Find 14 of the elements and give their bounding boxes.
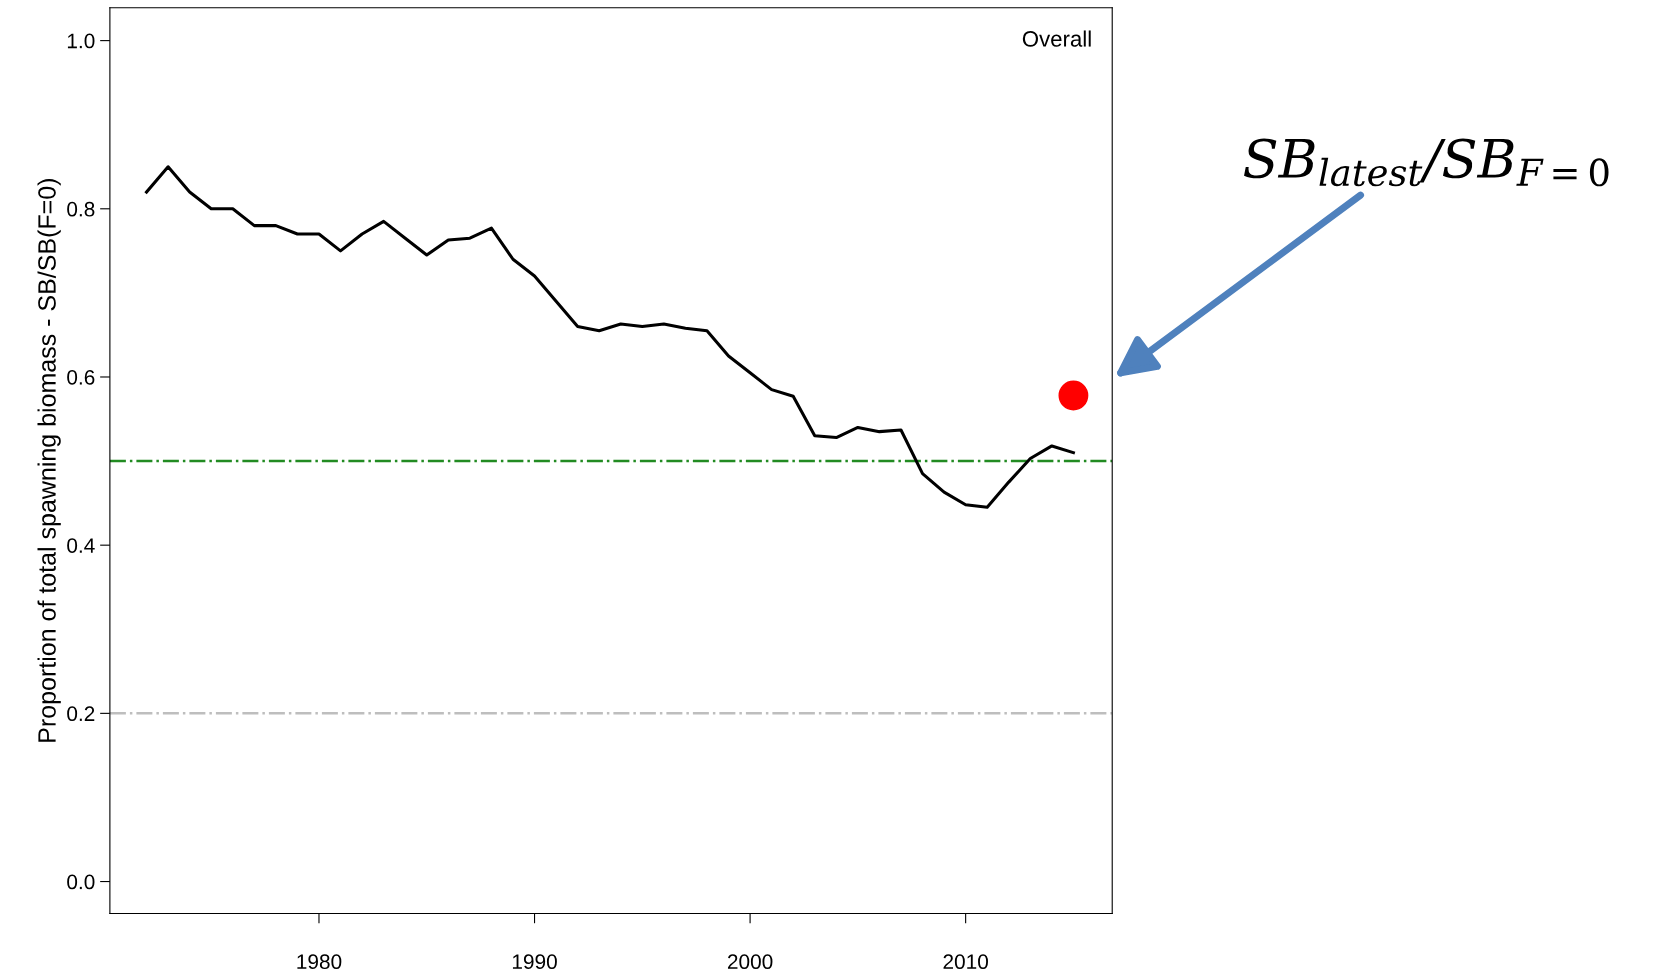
- y-tick-label: 1.0: [67, 33, 95, 49]
- y-axis-title: Proportion of total spawning biomass - SB/SB(F=0): [37, 179, 61, 742]
- y-tick-label: 0.6: [67, 369, 95, 385]
- y-tick-label: 0.2: [67, 706, 95, 722]
- y-tick-label: 0.0: [67, 874, 95, 890]
- text: SB$_{latest}$/SB$_{F=0}$: [1244, 138, 1609, 187]
- x-tick-label: 1980: [297, 954, 342, 970]
- x-tick-label: 1990: [512, 954, 557, 970]
- x-tick-label: 2010: [943, 954, 988, 970]
- y-tick-label: 0.8: [67, 201, 95, 217]
- y-tick-label: 0.4: [67, 538, 95, 553]
- x-tick-label: 2000: [727, 954, 773, 970]
- annotation: Overall: [1022, 30, 1091, 47]
- line-series: [145, 165, 1075, 509]
